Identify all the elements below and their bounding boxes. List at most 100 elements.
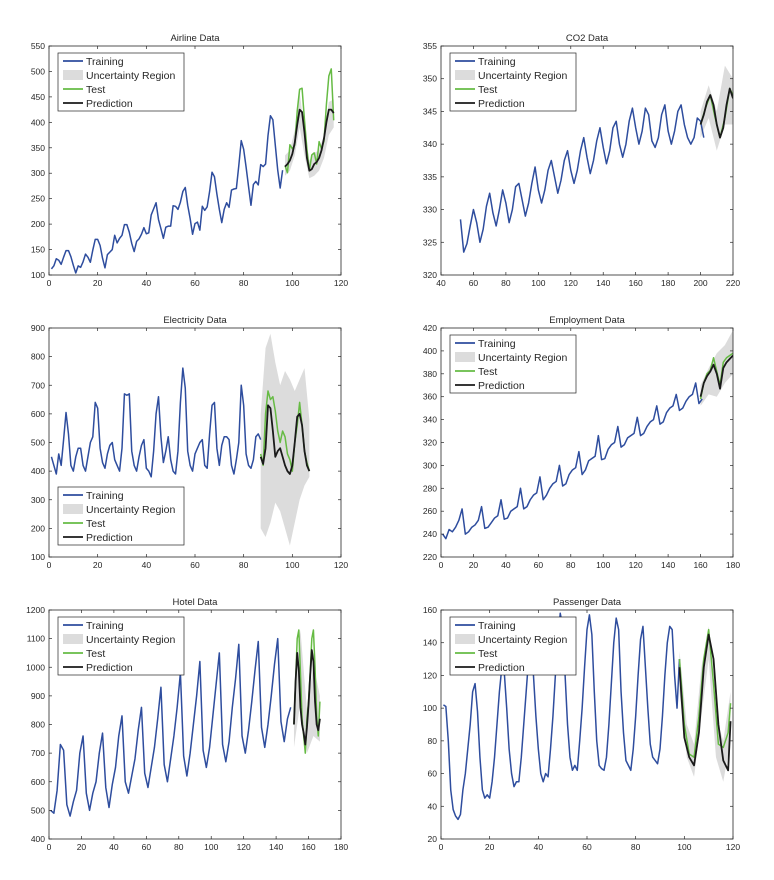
chart-panel-4: Employment Data 0 20 40 60 80 100 120 140 160 180 2… bbox=[423, 315, 741, 570]
training-line bbox=[50, 637, 292, 817]
x-tick-label: 200 bbox=[693, 278, 707, 288]
test-line bbox=[678, 628, 732, 758]
x-tick-label: 160 bbox=[301, 842, 315, 852]
legend: Training Uncertainty Region Test Prediction bbox=[449, 334, 577, 394]
x-tick-label: 120 bbox=[334, 560, 348, 570]
legend: Training Uncertainty Region Test Prediction bbox=[57, 486, 185, 546]
legend-label: Uncertainty Region bbox=[478, 70, 567, 82]
legend-box bbox=[57, 486, 185, 546]
x-tick-label: 120 bbox=[629, 560, 643, 570]
x-tick-label: 100 bbox=[677, 842, 691, 852]
x-tick-label: 160 bbox=[629, 278, 643, 288]
legend-label: Test bbox=[478, 648, 497, 660]
legend-box bbox=[449, 616, 577, 676]
y-tick-label: 800 bbox=[31, 720, 45, 730]
plot-area bbox=[442, 330, 733, 540]
legend-label: Uncertainty Region bbox=[86, 70, 175, 82]
x-tick-label: 0 bbox=[47, 842, 52, 852]
x-tick-label: 120 bbox=[726, 842, 740, 852]
x-tick-label: 80 bbox=[174, 842, 184, 852]
legend-label: Training bbox=[478, 56, 516, 68]
prediction-line bbox=[699, 354, 733, 397]
y-tick-label: 250 bbox=[31, 194, 45, 204]
y-tick-label: 335 bbox=[423, 172, 437, 182]
legend-label: Test bbox=[478, 84, 497, 96]
legend-label: Prediction bbox=[86, 662, 133, 674]
y-tick-label: 140 bbox=[423, 638, 437, 648]
y-tick-label: 330 bbox=[423, 205, 437, 215]
chart-title: Airline Data bbox=[170, 33, 220, 44]
legend-label: Prediction bbox=[86, 532, 133, 544]
x-tick-label: 0 bbox=[439, 560, 444, 570]
legend-label: Uncertainty Region bbox=[86, 504, 175, 516]
legend-label: Training bbox=[86, 56, 124, 68]
y-tick-label: 100 bbox=[423, 703, 437, 713]
legend-label: Test bbox=[86, 648, 105, 660]
x-tick-label: 60 bbox=[190, 560, 200, 570]
x-tick-label: 40 bbox=[142, 278, 152, 288]
y-tick-label: 200 bbox=[31, 219, 45, 229]
legend-box bbox=[449, 334, 577, 394]
x-tick-label: 220 bbox=[726, 278, 740, 288]
chart-title: Hotel Data bbox=[173, 597, 219, 608]
x-tick-label: 0 bbox=[439, 842, 444, 852]
legend-box bbox=[57, 616, 185, 676]
x-tick-label: 80 bbox=[631, 842, 641, 852]
prediction-line bbox=[259, 404, 311, 475]
y-tick-label: 700 bbox=[31, 748, 45, 758]
x-tick-label: 20 bbox=[93, 560, 103, 570]
legend: Training Uncertainty Region Test Prediction bbox=[57, 52, 185, 112]
chart-panel-1: Airline Data 0 20 40 60 80 100 120 100 150 200 250 3… bbox=[31, 33, 349, 288]
y-tick-label: 400 bbox=[31, 834, 45, 844]
y-tick-label: 400 bbox=[31, 466, 45, 476]
y-tick-label: 340 bbox=[423, 415, 437, 425]
chart-title: Employment Data bbox=[549, 315, 625, 326]
chart-title: Passenger Data bbox=[553, 597, 622, 608]
y-tick-label: 340 bbox=[423, 139, 437, 149]
x-tick-label: 60 bbox=[582, 842, 592, 852]
y-tick-label: 355 bbox=[423, 41, 437, 51]
legend-swatch-uncertainty bbox=[63, 634, 83, 644]
y-tick-label: 500 bbox=[31, 805, 45, 815]
y-tick-label: 40 bbox=[428, 801, 438, 811]
plot-area bbox=[50, 629, 321, 817]
y-tick-label: 320 bbox=[423, 438, 437, 448]
plot-area bbox=[50, 333, 311, 546]
legend-label: Prediction bbox=[478, 380, 525, 392]
x-tick-label: 80 bbox=[566, 560, 576, 570]
x-tick-label: 0 bbox=[47, 278, 52, 288]
y-tick-label: 600 bbox=[31, 409, 45, 419]
x-tick-label: 60 bbox=[190, 278, 200, 288]
x-tick-label: 180 bbox=[334, 842, 348, 852]
y-tick-label: 500 bbox=[31, 66, 45, 76]
x-tick-label: 80 bbox=[239, 560, 249, 570]
x-tick-label: 20 bbox=[485, 842, 495, 852]
x-tick-label: 100 bbox=[596, 560, 610, 570]
y-tick-label: 400 bbox=[423, 346, 437, 356]
y-tick-label: 1200 bbox=[26, 605, 45, 615]
legend-label: Uncertainty Region bbox=[478, 352, 567, 364]
y-tick-label: 325 bbox=[423, 237, 437, 247]
plot-area bbox=[50, 68, 335, 274]
prediction-line bbox=[699, 87, 733, 139]
y-tick-label: 280 bbox=[423, 483, 437, 493]
y-tick-label: 360 bbox=[423, 392, 437, 402]
x-tick-label: 120 bbox=[564, 278, 578, 288]
y-tick-label: 100 bbox=[31, 270, 45, 280]
legend: Training Uncertainty Region Test Prediction bbox=[57, 616, 185, 676]
legend-label: Training bbox=[86, 490, 124, 502]
chart-panel-2: CO2 Data 40 60 80 100 120 140 160 180 200 220 320 32… bbox=[423, 33, 741, 288]
x-tick-label: 100 bbox=[285, 278, 299, 288]
legend-label: Prediction bbox=[478, 98, 525, 110]
y-tick-label: 300 bbox=[31, 495, 45, 505]
y-tick-label: 220 bbox=[423, 552, 437, 562]
x-tick-label: 20 bbox=[469, 560, 479, 570]
legend-label: Test bbox=[478, 366, 497, 378]
plot-area bbox=[459, 65, 733, 253]
legend-label: Test bbox=[86, 84, 105, 96]
x-tick-label: 60 bbox=[142, 842, 152, 852]
x-tick-label: 60 bbox=[534, 560, 544, 570]
legend-label: Uncertainty Region bbox=[478, 634, 567, 646]
x-tick-label: 120 bbox=[237, 842, 251, 852]
